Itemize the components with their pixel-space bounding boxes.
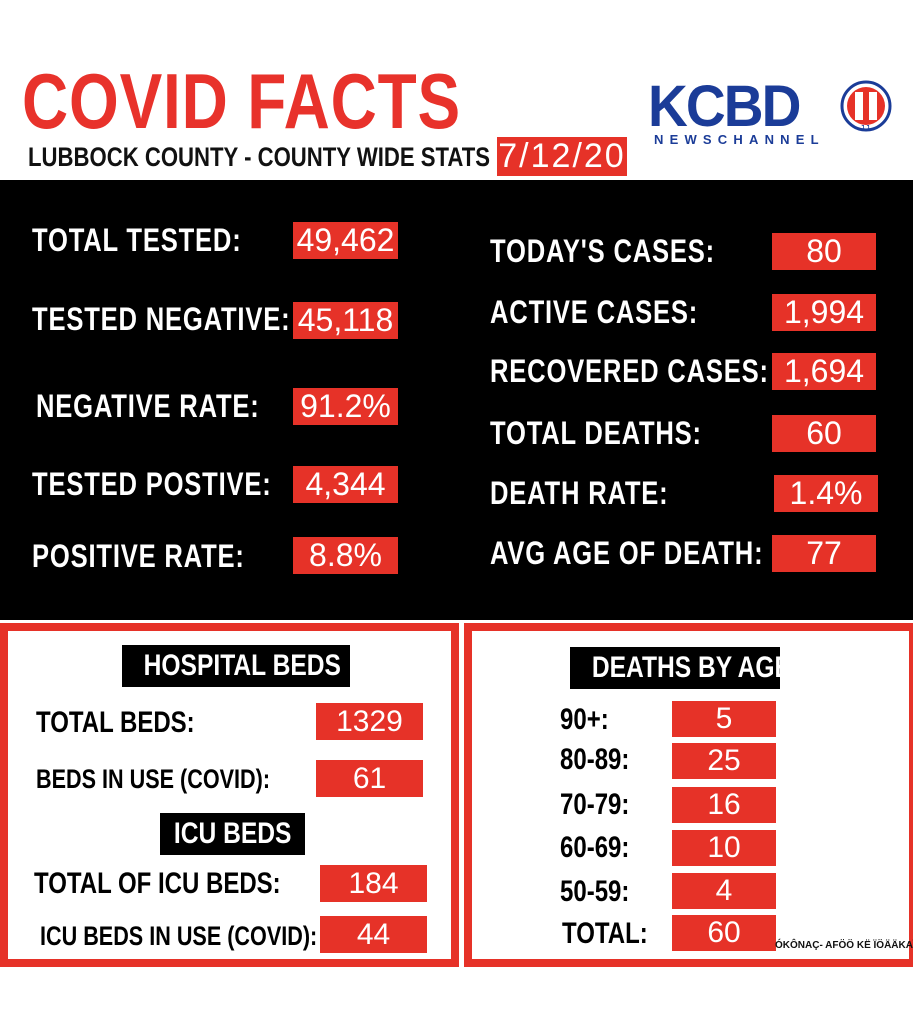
age-50-59-value: 4 <box>672 873 776 909</box>
deaths-total-value: 60 <box>672 915 776 951</box>
hospital-beds-panel: HOSPITAL BEDS TOTAL BEDS: 1329 BEDS IN U… <box>0 623 459 967</box>
positive-rate-label: POSITIVE RATE: <box>32 538 245 574</box>
avg-age-death-value: 77 <box>772 535 876 572</box>
todays-cases-label: TODAY'S CASES: <box>490 233 715 269</box>
tested-positive-value: 4,344 <box>293 466 398 503</box>
logo-wordmark: KCBD <box>648 74 801 139</box>
age-80-89-label: 80-89: <box>560 743 630 776</box>
tested-negative-value: 45,118 <box>293 302 398 339</box>
negative-rate-value: 91.2% <box>293 388 398 425</box>
date-badge: 7/12/20 <box>497 137 627 176</box>
negative-rate-label: NEGATIVE RATE: <box>36 388 260 424</box>
age-70-79-label: 70-79: <box>560 788 630 821</box>
total-tested-label: TOTAL TESTED: <box>32 222 242 258</box>
total-deaths-value: 60 <box>772 415 876 452</box>
active-cases-value: 1,994 <box>772 294 876 331</box>
total-beds-label: TOTAL BEDS: <box>36 706 195 739</box>
channel-number: 11 <box>861 124 871 133</box>
age-50-59-label: 50-59: <box>560 875 630 908</box>
deaths-by-age-panel: DEATHS BY AGE 90+: 5 80-89: 25 70-79: 16… <box>464 623 913 967</box>
stats-section: TOTAL TESTED: 49,462 TESTED NEGATIVE: 45… <box>0 180 913 620</box>
tested-positive-label: TESTED POSTIVE: <box>32 466 272 502</box>
kcbd-logo: KCBD 11 NEWSCHANNEL <box>648 78 898 158</box>
death-rate-value: 1.4% <box>774 475 878 512</box>
deaths-by-age-heading: DEATHS BY AGE <box>570 647 791 689</box>
logo-tagline: NEWSCHANNEL <box>654 132 825 147</box>
hospital-beds-heading: HOSPITAL BEDS <box>122 645 350 687</box>
total-deaths-label: TOTAL DEATHS: <box>490 415 702 451</box>
total-tested-value: 49,462 <box>293 222 398 259</box>
death-rate-label: DEATH RATE: <box>490 475 669 511</box>
total-icu-beds-label: TOTAL OF ICU BEDS: <box>34 867 281 900</box>
tested-negative-label: TESTED NEGATIVE: <box>32 301 291 337</box>
page-subtitle: LUBBOCK COUNTY - COUNTY WIDE STATS <box>28 142 491 172</box>
age-70-79-value: 16 <box>672 787 776 823</box>
age-60-69-label: 60-69: <box>560 831 630 864</box>
todays-cases-value: 80 <box>772 233 876 270</box>
beds-in-use-value: 61 <box>316 760 423 797</box>
beds-in-use-label: BEDS IN USE (COVID): <box>36 764 271 794</box>
credit-text: ÓKÔNAÇ- AFÖÖ KË ÏÖÄÄKAÏ <box>775 940 913 951</box>
channel-11-icon: 11 <box>840 80 892 133</box>
avg-age-death-label: AVG AGE OF DEATH: <box>490 535 764 571</box>
total-beds-value: 1329 <box>316 703 423 740</box>
total-icu-beds-value: 184 <box>320 865 427 902</box>
icu-beds-in-use-value: 44 <box>320 916 427 953</box>
age-60-69-value: 10 <box>672 830 776 866</box>
age-90-plus-value: 5 <box>672 701 776 737</box>
deaths-total-label: TOTAL: <box>562 917 648 950</box>
recovered-cases-value: 1,694 <box>772 353 876 390</box>
page-title: COVID FACTS <box>22 57 462 145</box>
icu-beds-in-use-label: ICU BEDS IN USE (COVID): <box>40 921 318 951</box>
age-80-89-value: 25 <box>672 743 776 779</box>
icu-beds-heading: ICU BEDS <box>160 813 305 855</box>
positive-rate-value: 8.8% <box>293 537 398 574</box>
age-90-plus-label: 90+: <box>560 703 609 736</box>
recovered-cases-label: RECOVERED CASES: <box>490 353 769 389</box>
active-cases-label: ACTIVE CASES: <box>490 294 699 330</box>
